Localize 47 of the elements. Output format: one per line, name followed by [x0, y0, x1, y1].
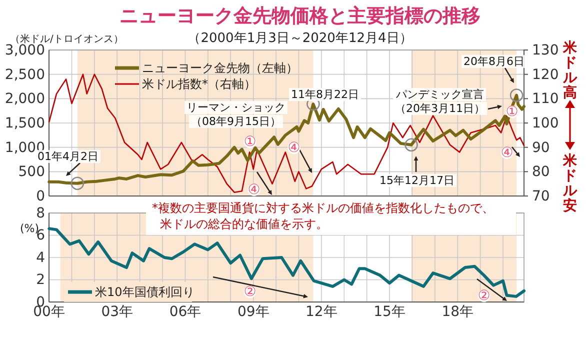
x-tick-label: 03年	[101, 304, 134, 320]
y-axis-title: （米ドル/トロイオンス）	[10, 33, 124, 45]
text: 米ドル高	[562, 40, 578, 101]
annotation: 11年8月22日	[291, 88, 359, 102]
annotation: （20年3月11日）	[395, 102, 485, 116]
x-tick-label: 18年	[442, 304, 474, 320]
y2-tick-label: 100	[532, 115, 559, 132]
chart-subtitle: （2000年1月3日～2020年12月4日）	[188, 31, 412, 46]
y2-tick-label: 70	[532, 188, 550, 204]
annotation: ④	[248, 182, 260, 198]
annotation: ②	[244, 284, 256, 300]
x-tick-label: 09年	[237, 304, 270, 320]
text: 米ドル安	[562, 153, 578, 214]
y-tick-label: 3,000	[4, 42, 45, 58]
x-tick-label: 15年	[374, 304, 406, 320]
annotation: *複数の主要国通貨に対する米ドルの価値を指数化したもので、	[152, 201, 494, 215]
y2-tick-label: 120	[532, 66, 559, 83]
y2-tick-label: 110	[532, 91, 559, 108]
y-tick-label: 8	[36, 205, 45, 222]
chart-title: ニューヨーク金先物価格と主要指標の推移	[120, 5, 480, 27]
y-tick-label: 0	[36, 188, 45, 204]
annotation: ①	[506, 104, 518, 120]
annotation: 15年12月17日	[380, 174, 454, 188]
annotation: ①	[244, 134, 256, 150]
annotation: 20年8月6日	[464, 55, 524, 68]
annotation: ②	[478, 288, 490, 304]
annotation: 米ドルの総合的な価値を示す。	[160, 217, 328, 231]
y-tick-label: 2,500	[4, 66, 45, 83]
annotation: ④	[288, 140, 300, 156]
y-tick-label: 500	[18, 164, 45, 180]
y-tick-label: 1,500	[4, 115, 45, 132]
annotation: パンデミック宣言	[395, 88, 484, 102]
legend-label: ニューヨーク金先物（左軸）	[142, 61, 298, 75]
x-tick-label: 06年	[169, 304, 202, 320]
y2-tick-label: 80	[532, 164, 550, 180]
annotation: ④	[500, 144, 514, 161]
legend-label: 米ドル指数*（右軸）	[142, 77, 256, 91]
x-tick-label: 12年	[305, 304, 338, 320]
y-tick-label: 2	[36, 272, 45, 288]
y2-tick-label: 90	[532, 140, 550, 156]
y2-tick-label: 130	[532, 42, 559, 58]
y-tick-label: 2,000	[4, 91, 45, 108]
annotation: リーマン・ショック	[186, 101, 286, 114]
annotation: 01年4月2日	[38, 150, 98, 164]
legend-label: 米10年国債利回り	[95, 285, 194, 299]
annotation: （08年9月15日）	[191, 115, 281, 128]
y-tick-label: 4	[36, 250, 46, 266]
